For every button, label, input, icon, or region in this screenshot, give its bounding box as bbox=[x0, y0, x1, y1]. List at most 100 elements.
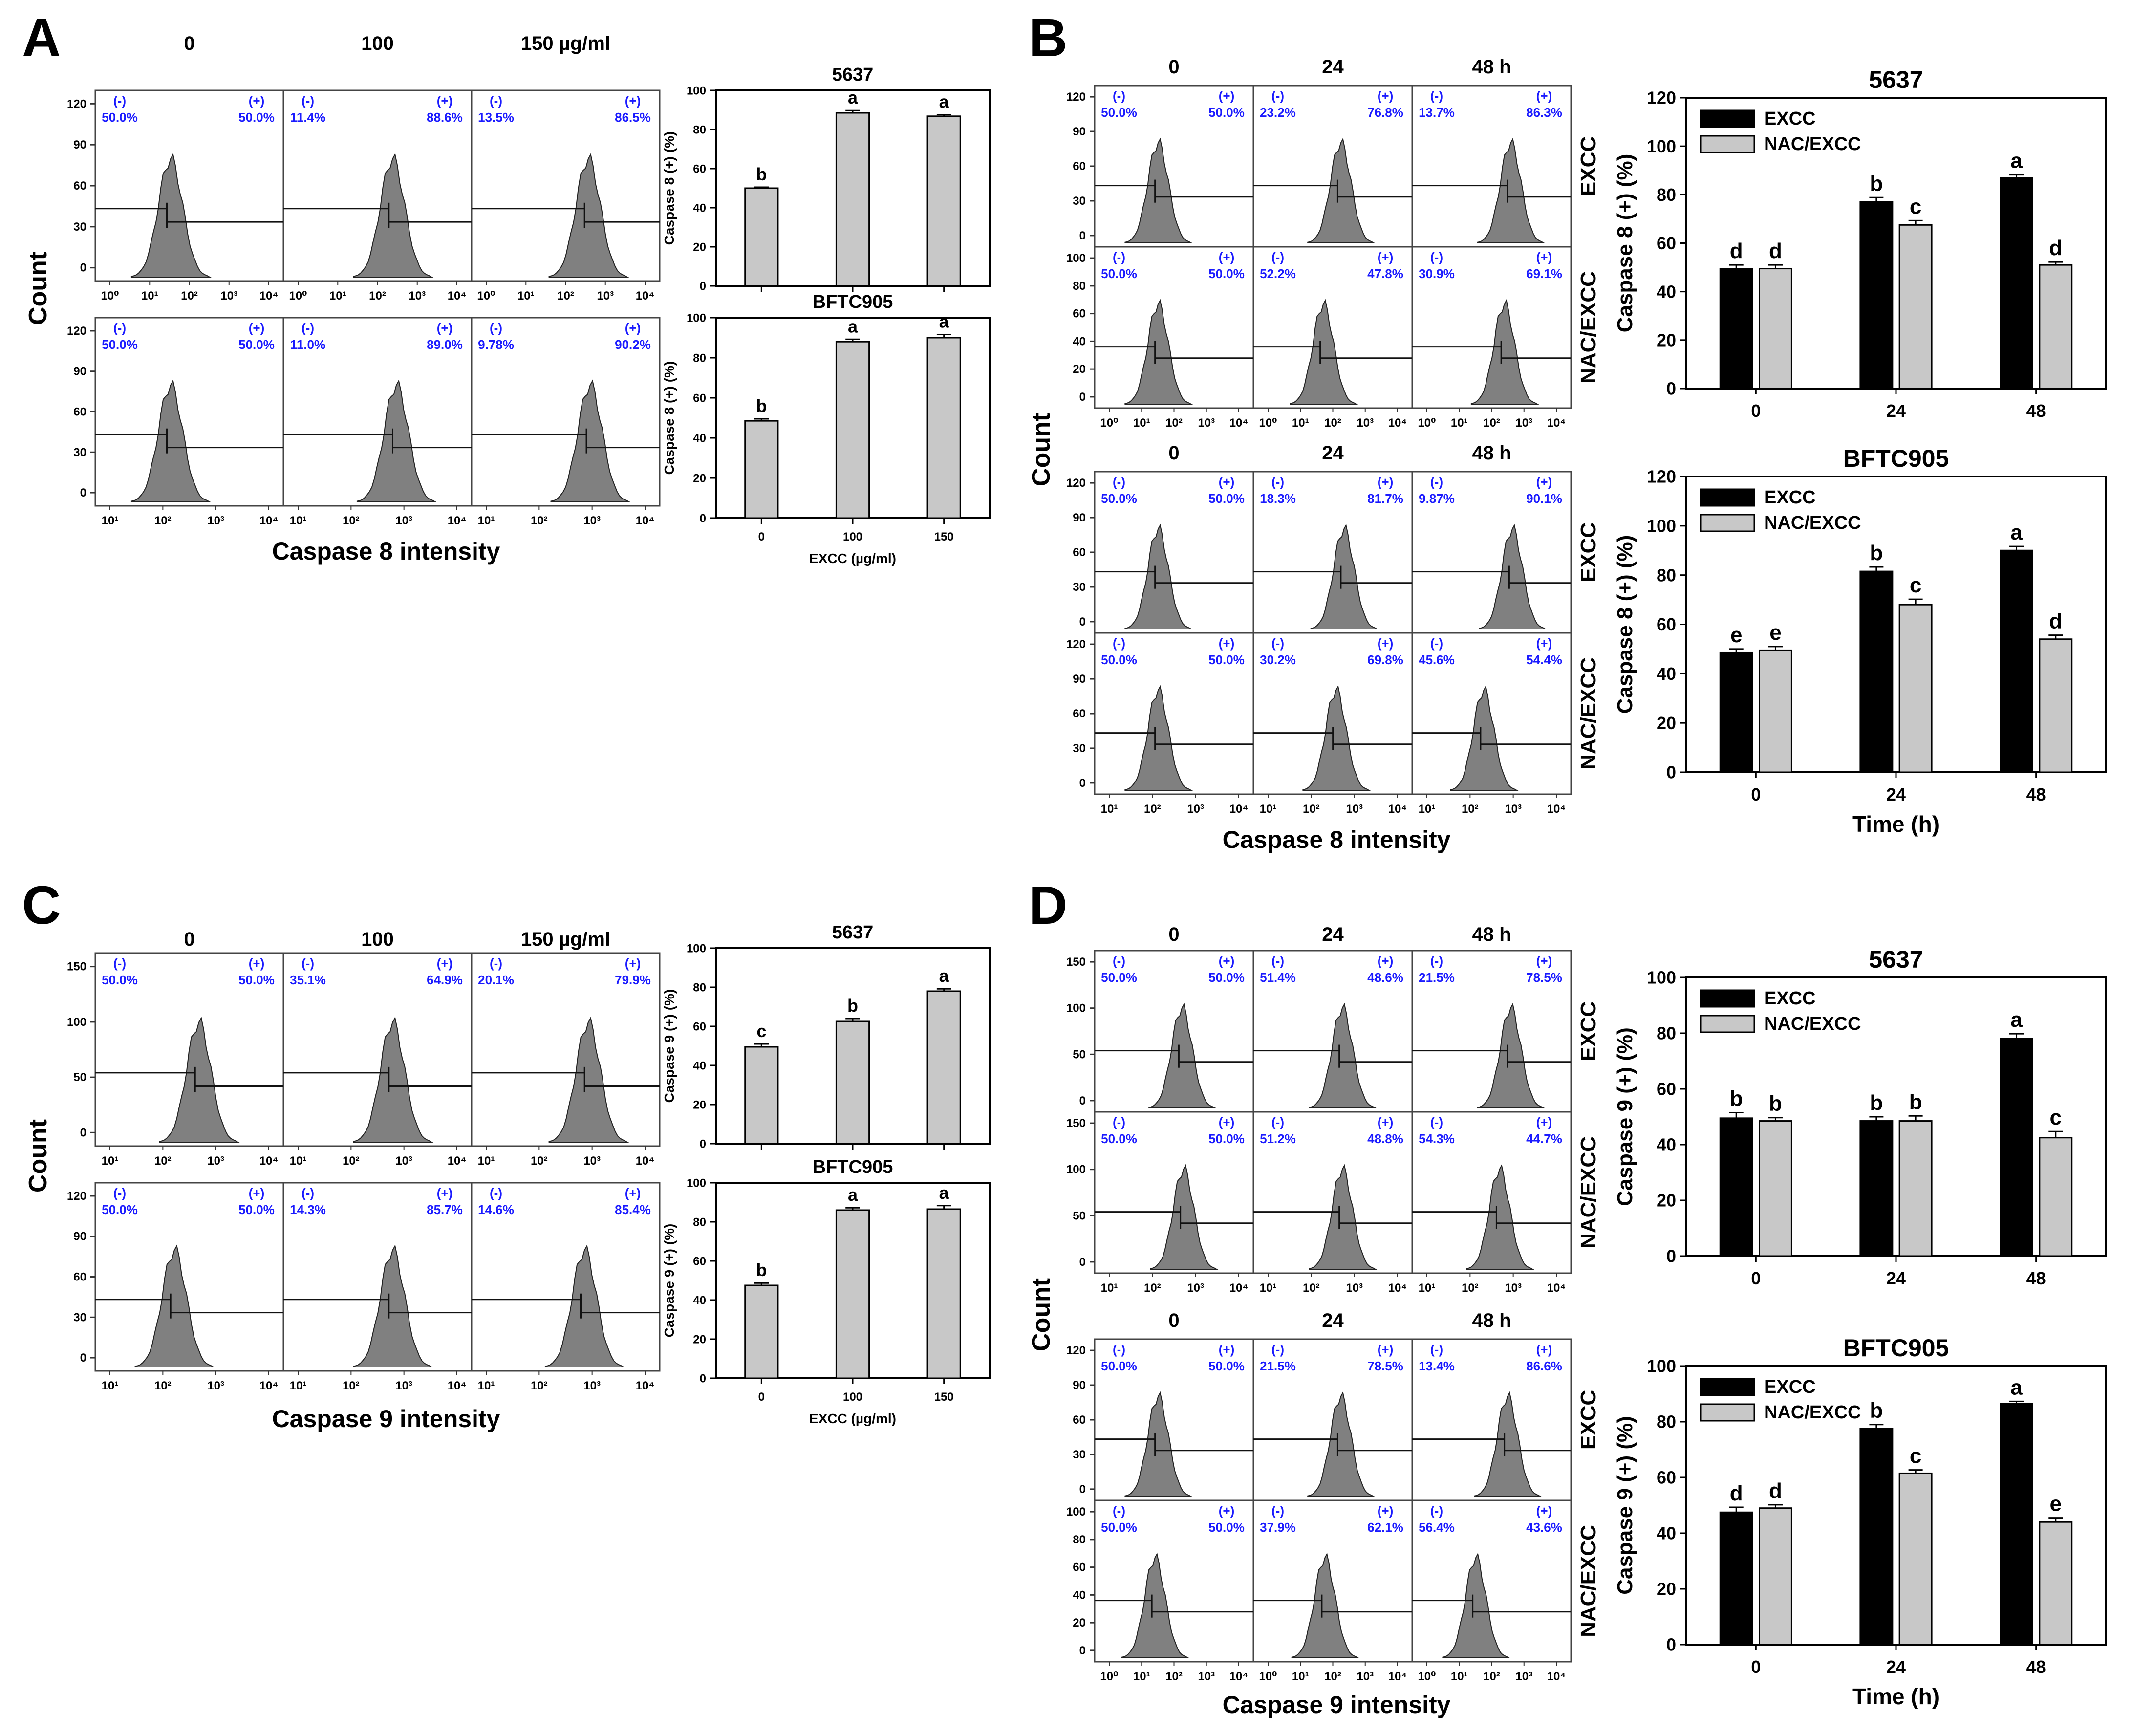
y-tick-label: 50 bbox=[73, 1071, 86, 1084]
histogram-peak bbox=[1124, 685, 1193, 791]
x-tick-label: 10⁰ bbox=[1100, 1670, 1118, 1683]
bar bbox=[1859, 570, 1894, 773]
y-tick-label: 60 bbox=[73, 179, 86, 193]
panel-letter: D bbox=[1029, 875, 1067, 935]
legend-swatch bbox=[1700, 109, 1755, 128]
row-label: EXCC bbox=[1576, 1001, 1600, 1061]
neg-percentage: 45.6% bbox=[1419, 652, 1455, 667]
pos-percentage: 50.0% bbox=[1208, 970, 1245, 985]
x-tick-label: 10⁴ bbox=[448, 1379, 467, 1392]
y-tick-label: 0 bbox=[700, 1372, 706, 1385]
neg-gate-label: (-) bbox=[113, 1186, 126, 1200]
neg-percentage: 35.1% bbox=[290, 973, 326, 987]
pos-gate-label: (+) bbox=[1536, 88, 1552, 103]
neg-percentage: 30.2% bbox=[1260, 652, 1296, 667]
pos-percentage: 86.3% bbox=[1526, 105, 1562, 120]
pos-percentage: 88.6% bbox=[427, 110, 463, 125]
y-tick-label: 150 bbox=[1066, 955, 1086, 969]
bar bbox=[2039, 1137, 2073, 1257]
significance-letter: b bbox=[1730, 1086, 1743, 1110]
bar bbox=[1859, 1120, 1894, 1257]
y-tick-label: 90 bbox=[1073, 1379, 1086, 1392]
x-tick-label: 10³ bbox=[395, 514, 412, 527]
pos-percentage: 54.4% bbox=[1526, 652, 1562, 667]
x-tick-label: 10¹ bbox=[478, 1379, 495, 1392]
neg-gate-label: (-) bbox=[1430, 250, 1443, 264]
significance-letter: d bbox=[1730, 1481, 1743, 1505]
bar bbox=[744, 187, 779, 287]
y-tick-label: 0 bbox=[80, 486, 86, 499]
neg-gate-label: (-) bbox=[1430, 1342, 1443, 1357]
y-tick-label: 0 bbox=[80, 1351, 86, 1365]
significance-letter: b bbox=[847, 996, 858, 1016]
pos-gate-label: (+) bbox=[437, 1186, 453, 1200]
x-tick-label: 10¹ bbox=[290, 1379, 307, 1392]
histogram-peak bbox=[1470, 299, 1539, 405]
A-BFTC905-chart: BFTC905 0 20 40 60 80 100 Caspase 8 (+) (%) b 0 a 1… bbox=[662, 292, 991, 566]
x-tick-label: 10³ bbox=[207, 1379, 224, 1392]
x-tick-label: 48 bbox=[2026, 784, 2046, 804]
B-5637-chart: 5637 0 20 40 60 80 100 120 Caspase 8 (+) (%) d d 0 b… bbox=[1613, 66, 2107, 421]
neg-gate-label: (-) bbox=[1113, 475, 1125, 489]
y-tick-label: 80 bbox=[1657, 1412, 1676, 1432]
D-BFTC905-chart: BFTC905 0 20 40 60 80 100 Caspase 9 (+) (%) d d 0 b… bbox=[1613, 1334, 2107, 1709]
chart-title: 5637 bbox=[1869, 946, 1923, 973]
x-tick-label: 10³ bbox=[395, 1379, 412, 1392]
condition-label: 0 bbox=[184, 929, 194, 950]
x-tick-label: 10⁴ bbox=[259, 1379, 279, 1392]
y-tick-label: 100 bbox=[1647, 136, 1676, 156]
histogram-peak bbox=[1479, 523, 1548, 629]
neg-percentage: 9.78% bbox=[478, 337, 514, 352]
x-tick-label: 10¹ bbox=[1101, 803, 1118, 816]
bar bbox=[1759, 1120, 1792, 1257]
pos-gate-label: (+) bbox=[1378, 250, 1394, 264]
y-tick-label: 0 bbox=[1079, 391, 1086, 404]
x-tick-label: 10⁴ bbox=[1388, 803, 1407, 816]
significance-letter: a bbox=[848, 87, 858, 108]
y-axis-label: Caspase 8 (+) (%) bbox=[662, 361, 677, 475]
neg-percentage: 50.0% bbox=[1101, 266, 1137, 281]
x-tick-label: 10³ bbox=[1198, 416, 1215, 430]
y-axis-label: Count bbox=[1027, 413, 1055, 486]
x-axis-label: Caspase 9 intensity bbox=[1223, 1691, 1451, 1718]
y-axis-label: Count bbox=[24, 252, 52, 325]
C-5637-chart: 5637 0 20 40 60 80 100 Caspase 9 (+) (%) c b a bbox=[662, 922, 991, 1150]
condition-label: 24 bbox=[1322, 442, 1344, 464]
pos-gate-label: (+) bbox=[1378, 475, 1394, 489]
neg-gate-label: (-) bbox=[1113, 1115, 1125, 1129]
condition-label: 24 bbox=[1322, 1310, 1344, 1331]
pos-percentage: 85.7% bbox=[427, 1202, 463, 1217]
significance-letter: a bbox=[2010, 1008, 2023, 1032]
significance-letter: b bbox=[1870, 172, 1883, 195]
x-axis-label: Time (h) bbox=[1852, 811, 1939, 837]
condition-label: 0 bbox=[1168, 442, 1179, 464]
y-tick-label: 0 bbox=[1079, 1094, 1086, 1107]
legend-label: EXCC bbox=[1764, 988, 1816, 1009]
y-tick-label: 0 bbox=[1666, 379, 1676, 399]
bar bbox=[1898, 1120, 1933, 1257]
y-tick-label: 30 bbox=[1073, 581, 1086, 594]
x-tick-label: 10⁰ bbox=[1100, 416, 1118, 430]
x-tick-label: 10⁴ bbox=[1547, 416, 1566, 430]
x-tick-label: 24 bbox=[1886, 401, 1906, 421]
y-tick-label: 100 bbox=[687, 1176, 706, 1190]
A-5637-chart: 5637 0 20 40 60 80 100 Caspase 8 (+) (%) b a a bbox=[662, 65, 991, 293]
x-tick-label: 10³ bbox=[1505, 803, 1522, 816]
neg-percentage: 50.0% bbox=[1101, 1359, 1137, 1373]
x-tick-label: 10¹ bbox=[1260, 803, 1277, 816]
legend-swatch bbox=[1700, 1378, 1755, 1396]
histogram-peak bbox=[544, 1244, 625, 1367]
y-tick-label: 120 bbox=[1647, 467, 1676, 487]
neg-gate-label: (-) bbox=[490, 321, 502, 335]
y-tick-label: 40 bbox=[1657, 664, 1676, 684]
legend-swatch bbox=[1700, 1015, 1755, 1033]
y-tick-label: 100 bbox=[1066, 1002, 1086, 1015]
pos-gate-label: (+) bbox=[1536, 1115, 1552, 1129]
y-tick-label: 20 bbox=[693, 1333, 706, 1346]
y-axis-label: Caspase 9 (+) (%) bbox=[662, 1224, 677, 1338]
x-tick-label: 10² bbox=[531, 514, 548, 527]
x-tick-label: 10² bbox=[343, 1154, 360, 1168]
histogram-peak bbox=[1474, 1391, 1543, 1497]
x-tick-label: 10² bbox=[1483, 416, 1500, 430]
bar bbox=[1759, 268, 1792, 390]
